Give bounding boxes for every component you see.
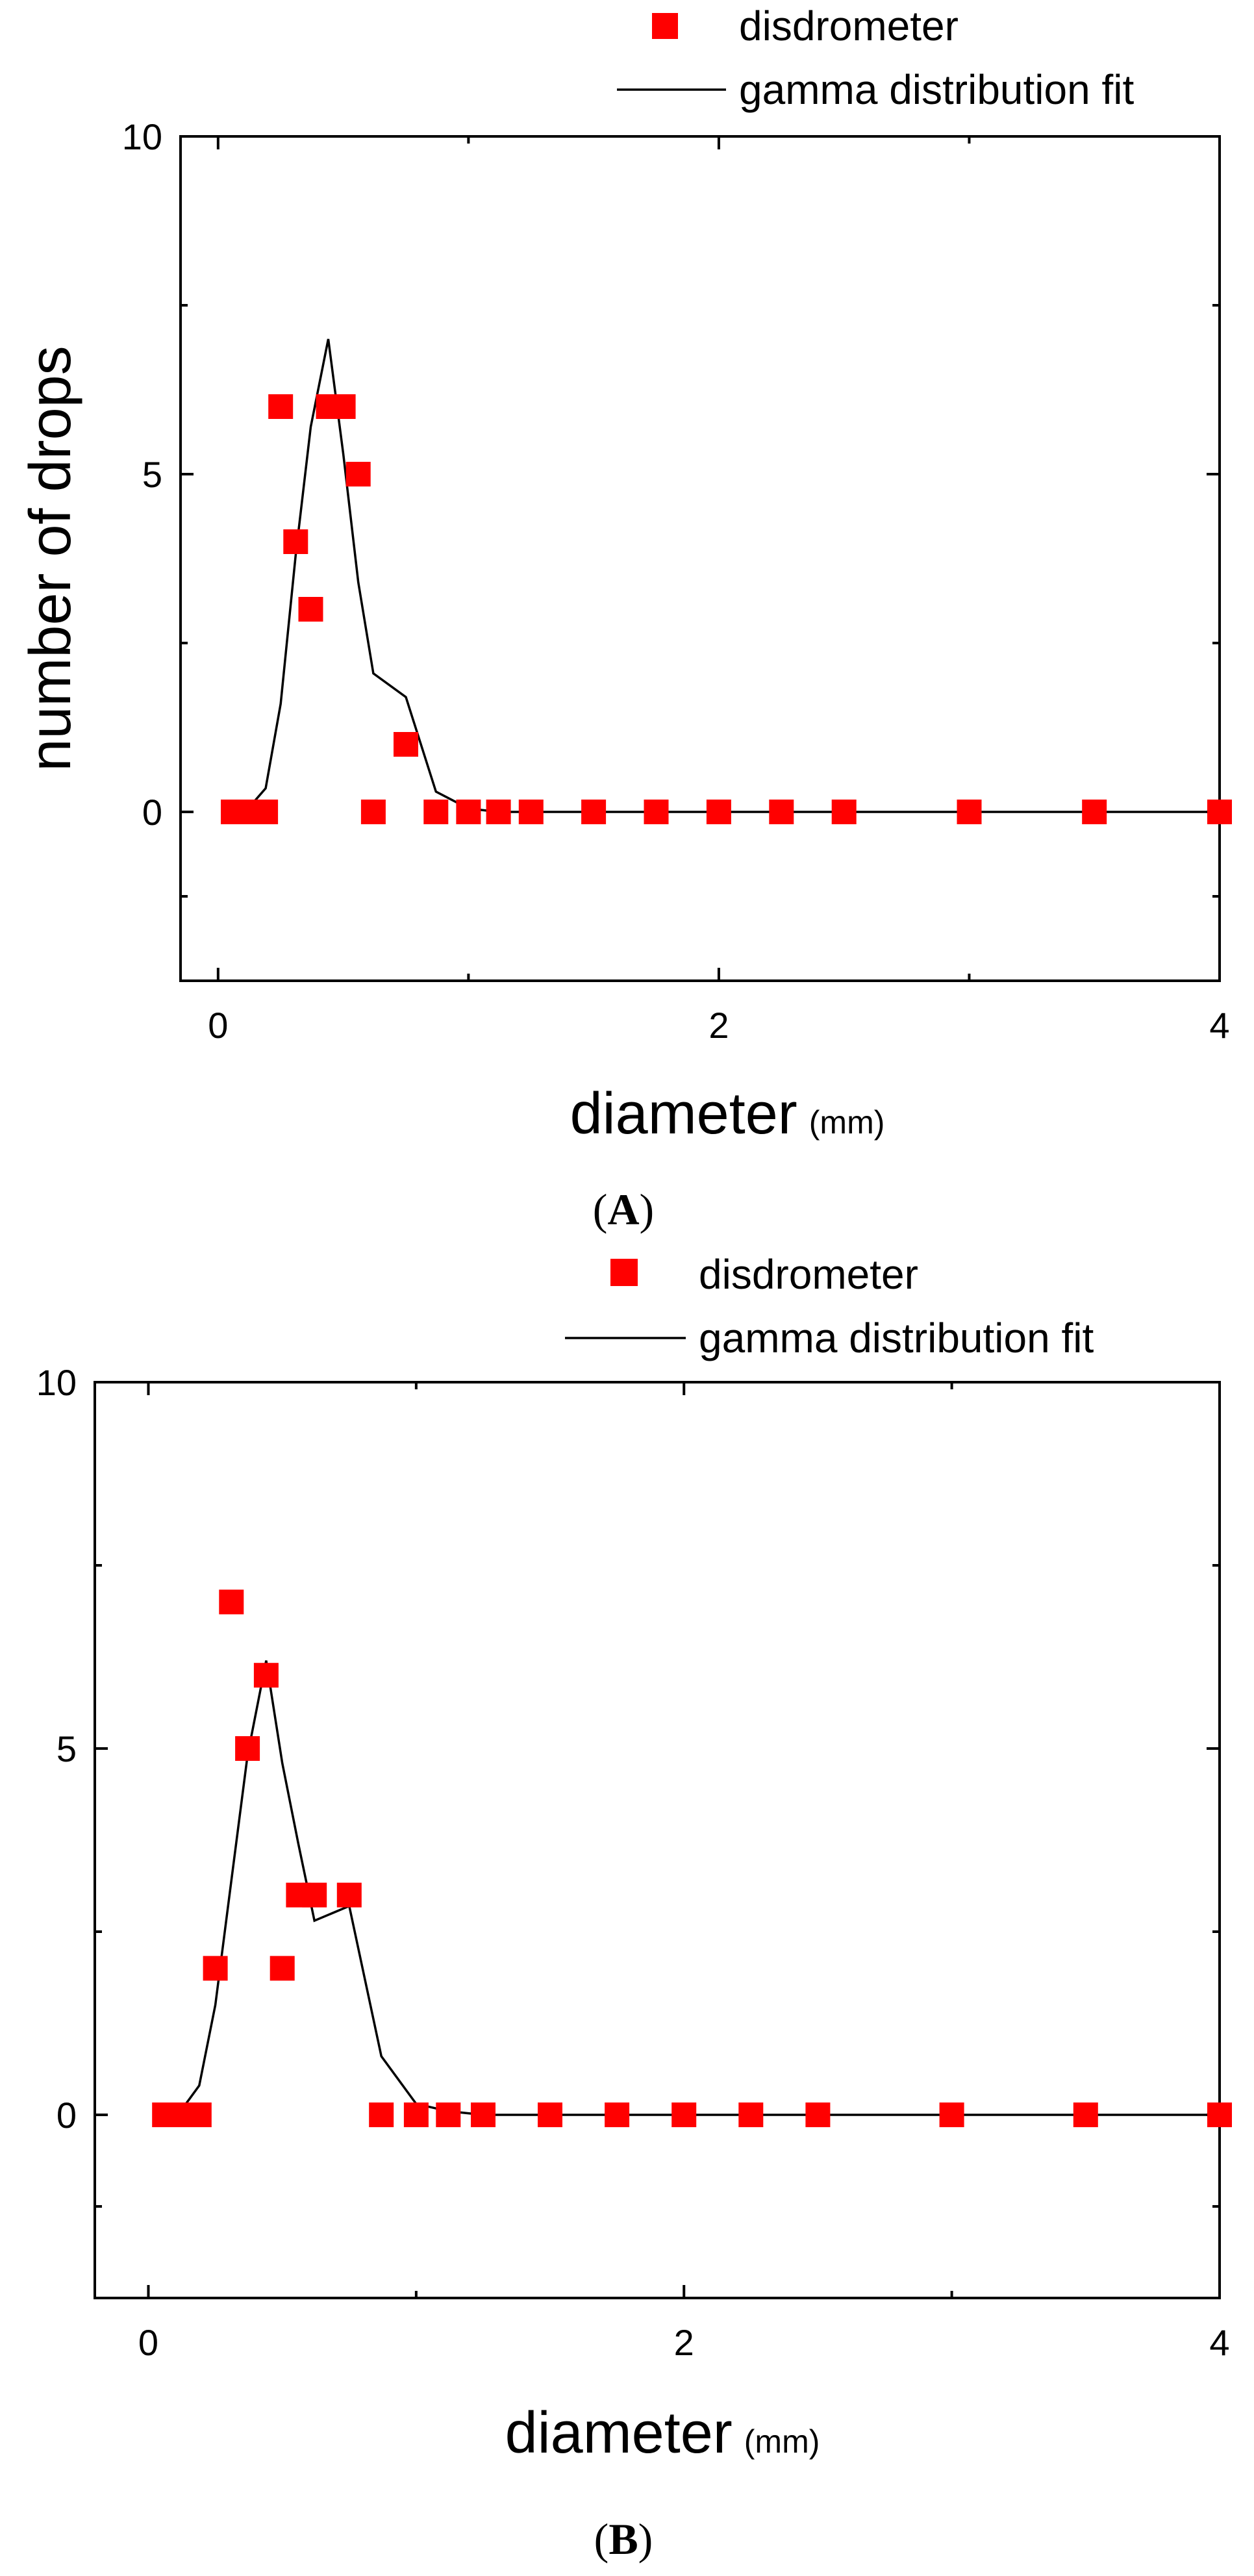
data-point-a bbox=[1082, 800, 1107, 824]
data-point-b bbox=[1073, 2102, 1098, 2127]
data-point-b bbox=[302, 1882, 327, 1908]
ticks-a: 0 2 4 0 5 10 bbox=[122, 116, 1230, 1046]
panel-label-b: (B) bbox=[594, 2514, 653, 2564]
data-point-b bbox=[403, 2102, 429, 2127]
legend-label-disdrometer-b: disdrometer bbox=[699, 1251, 918, 1298]
y-tick-label-a: 0 bbox=[142, 792, 162, 833]
chart-panel-b: disdrometer gamma distribution fit 0 2 4 0 5… bbox=[36, 1251, 1232, 2564]
x-tick-label-a: 4 bbox=[1209, 1005, 1229, 1046]
data-point-a bbox=[345, 462, 371, 486]
data-point-b bbox=[270, 1956, 295, 1981]
data-point-a bbox=[644, 800, 669, 824]
legend-marker-disdrometer-b bbox=[610, 1259, 638, 1286]
y-tick-label-a: 10 bbox=[122, 116, 162, 157]
legend-a: disdrometer gamma distribution fit bbox=[617, 3, 1134, 113]
y-tick-label-a: 5 bbox=[142, 454, 162, 495]
x-tick-label-b: 2 bbox=[674, 2322, 694, 2363]
data-point-b bbox=[235, 1736, 260, 1761]
data-point-a bbox=[581, 800, 607, 824]
data-point-b bbox=[538, 2102, 562, 2127]
data-point-b bbox=[369, 2102, 394, 2127]
data-point-b bbox=[436, 2102, 461, 2127]
y-axis-title-a: number of drops bbox=[18, 346, 83, 771]
data-point-a bbox=[394, 732, 418, 757]
x-tick-label-b: 4 bbox=[1209, 2322, 1229, 2363]
data-point-a bbox=[423, 800, 449, 824]
data-point-a bbox=[331, 394, 356, 419]
data-point-a bbox=[831, 800, 857, 824]
y-tick-label-b: 5 bbox=[56, 1728, 77, 1769]
data-point-a bbox=[486, 800, 511, 824]
data-point-a bbox=[518, 800, 544, 824]
x-tick-label-b: 0 bbox=[138, 2322, 158, 2363]
gamma-fit-line-a bbox=[232, 338, 1220, 813]
data-point-a bbox=[957, 800, 982, 824]
legend-label-gamma-fit-b: gamma distribution fit bbox=[699, 1315, 1094, 1361]
x-axis-title-b: diameter (mm) bbox=[505, 2401, 820, 2466]
data-point-a bbox=[360, 800, 386, 824]
chart-panel-a: disdrometer gamma distribution fit 0 2 4 0 5… bbox=[18, 3, 1232, 1234]
data-point-b bbox=[1207, 2102, 1232, 2127]
data-point-a bbox=[298, 597, 323, 622]
legend-b: disdrometer gamma distribution fit bbox=[565, 1251, 1094, 1361]
data-point-a bbox=[283, 529, 308, 554]
legend-marker-disdrometer-a bbox=[652, 13, 678, 39]
y-tick-label-b: 0 bbox=[56, 2095, 77, 2136]
data-point-a bbox=[456, 800, 481, 824]
gamma-fit-line-b bbox=[164, 1660, 1220, 2116]
x-axis-title-a: diameter (mm) bbox=[570, 1081, 885, 1146]
data-point-a bbox=[253, 800, 279, 824]
data-point-b bbox=[336, 1882, 362, 1908]
data-point-a bbox=[769, 800, 794, 824]
x-tick-label-a: 2 bbox=[709, 1005, 729, 1046]
panel-label-a: (A) bbox=[593, 1185, 654, 1234]
ticks-b: 0 2 4 0 5 10 bbox=[36, 1362, 1230, 2363]
data-point-a bbox=[706, 800, 731, 824]
data-point-b bbox=[671, 2102, 697, 2127]
series-layer-b bbox=[152, 1589, 1232, 2127]
data-point-b bbox=[805, 2102, 831, 2127]
legend-label-disdrometer-a: disdrometer bbox=[739, 3, 959, 49]
data-point-a bbox=[268, 394, 294, 419]
plot-frame-a bbox=[179, 135, 1221, 982]
y-tick-label-b: 10 bbox=[36, 1362, 77, 1403]
x-tick-label-a: 0 bbox=[208, 1005, 228, 1046]
data-point-b bbox=[253, 1663, 279, 1688]
legend-label-gamma-fit-a: gamma distribution fit bbox=[739, 66, 1134, 113]
data-point-b bbox=[605, 2102, 630, 2127]
series-layer-a bbox=[221, 338, 1232, 824]
data-point-b bbox=[219, 1589, 244, 1615]
data-point-b bbox=[203, 1956, 228, 1981]
data-point-a bbox=[1207, 800, 1232, 824]
data-point-b bbox=[186, 2102, 212, 2127]
data-point-b bbox=[738, 2102, 764, 2127]
data-point-b bbox=[471, 2102, 495, 2127]
plot-frame-b bbox=[94, 1381, 1221, 2299]
data-point-b bbox=[939, 2102, 964, 2127]
